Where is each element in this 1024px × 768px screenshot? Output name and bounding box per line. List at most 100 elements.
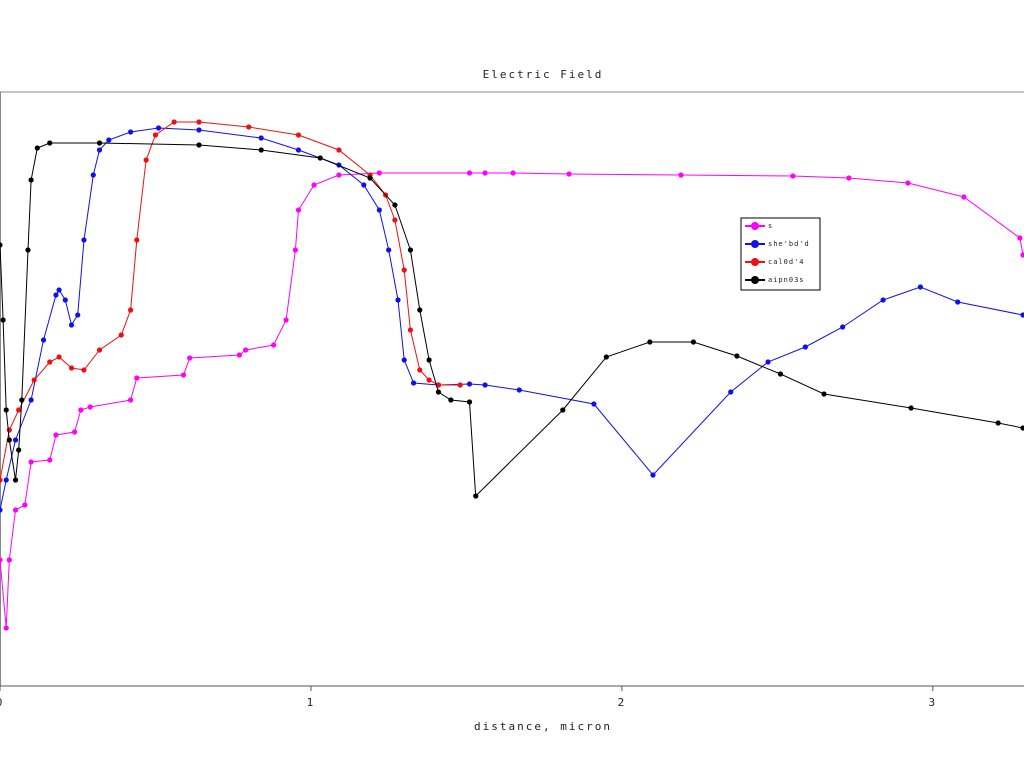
data-point — [3, 625, 9, 631]
data-point — [516, 387, 522, 393]
data-point — [106, 137, 112, 143]
data-point — [155, 125, 162, 131]
data-point — [961, 194, 967, 200]
x-axis-label: distance, micron — [474, 720, 612, 733]
data-point — [0, 242, 3, 248]
data-point — [734, 353, 740, 359]
data-point — [6, 557, 12, 563]
data-point — [62, 297, 68, 303]
data-point — [236, 352, 243, 358]
legend: s she'bd'd cal0d'4 aipn03s — [740, 217, 821, 291]
data-point — [25, 247, 31, 253]
data-point — [690, 339, 697, 345]
legend-marker — [751, 258, 759, 266]
data-point — [72, 429, 78, 435]
data-point — [127, 397, 134, 403]
series-line — [0, 121, 461, 481]
data-point — [917, 284, 923, 290]
data-point — [96, 347, 103, 353]
data-point — [6, 437, 12, 443]
data-point — [650, 472, 656, 478]
data-point — [566, 171, 572, 177]
data-point — [152, 132, 159, 138]
data-point — [407, 327, 414, 333]
data-point — [840, 324, 846, 330]
data-point — [180, 372, 187, 378]
data-point — [12, 437, 19, 443]
data-point — [3, 407, 9, 413]
data-point — [482, 170, 488, 176]
data-point — [56, 287, 62, 293]
data-point — [426, 377, 432, 383]
data-point — [1020, 312, 1024, 318]
data-point — [560, 407, 566, 413]
data-point — [246, 124, 252, 130]
data-point — [466, 381, 473, 387]
data-point — [905, 180, 911, 186]
data-point — [846, 175, 852, 181]
data-point — [292, 247, 298, 253]
data-point — [376, 170, 382, 176]
data-point — [196, 119, 202, 125]
legend-marker — [751, 240, 759, 248]
data-point — [908, 405, 914, 411]
data-point — [118, 332, 124, 338]
data-point — [401, 267, 407, 273]
data-point — [187, 355, 193, 361]
data-point — [12, 507, 19, 513]
x-tick-label: 1 — [307, 696, 316, 709]
data-point — [78, 407, 84, 413]
data-point — [271, 342, 277, 348]
data-point — [68, 322, 75, 328]
legend-marker — [751, 222, 759, 230]
data-point — [510, 170, 516, 176]
legend-label: aipn03s — [768, 276, 805, 284]
data-point — [28, 397, 34, 403]
data-point — [417, 367, 423, 373]
legend-label: s — [768, 222, 773, 230]
data-point — [127, 129, 134, 135]
data-point — [367, 175, 373, 181]
data-point — [790, 173, 796, 179]
data-point — [143, 157, 149, 163]
data-point — [473, 493, 479, 499]
data-point — [821, 391, 827, 397]
data-point — [87, 404, 93, 410]
data-point — [435, 389, 442, 395]
data-point — [361, 182, 367, 188]
data-point — [47, 359, 53, 365]
series-line — [0, 127, 1024, 511]
data-point — [482, 382, 488, 388]
data-point — [376, 207, 382, 213]
data-point — [171, 119, 177, 125]
data-point — [134, 375, 140, 381]
data-point — [802, 344, 808, 350]
data-point — [127, 307, 134, 313]
data-point — [317, 155, 323, 161]
data-point — [1017, 235, 1023, 241]
data-point — [678, 172, 684, 178]
data-point — [336, 172, 342, 178]
data-point — [591, 401, 597, 407]
x-tick-label: 0 — [0, 696, 4, 709]
data-point — [295, 132, 302, 138]
x-tick-label: 3 — [929, 696, 938, 709]
data-point — [392, 202, 398, 208]
data-point — [426, 357, 432, 363]
data-point — [3, 477, 9, 483]
data-point — [295, 207, 302, 213]
data-point — [53, 432, 59, 438]
data-point — [134, 237, 140, 243]
data-point — [283, 317, 289, 323]
data-point — [56, 354, 62, 360]
data-point — [466, 170, 473, 176]
data-point — [68, 365, 75, 371]
data-point — [880, 297, 886, 303]
data-point — [417, 307, 423, 313]
data-point — [1020, 425, 1024, 431]
data-point — [258, 147, 264, 153]
data-point — [0, 557, 3, 563]
data-point — [336, 147, 342, 153]
data-point — [955, 299, 961, 305]
